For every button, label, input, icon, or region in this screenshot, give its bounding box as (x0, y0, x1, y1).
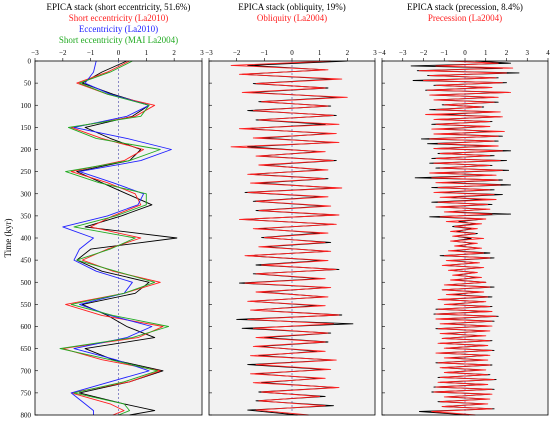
panel-3-x-tick-label: −2 (420, 49, 428, 57)
panel-1-title-line-3: Eccentricity (La2010) (79, 24, 158, 34)
panel-3-title-line-1: EPICA stack (precession, 8.4%) (407, 2, 523, 12)
panel-3-series-2-line (418, 60, 514, 416)
y-tick-label: 100 (21, 102, 32, 110)
panel-3-x-tick-label: 0 (463, 49, 467, 57)
y-tick-label: 450 (21, 257, 32, 265)
panel-2-series-2-line (230, 60, 348, 416)
panel-2-x-tick-label: 1 (318, 49, 322, 57)
panel-2-x-tick-label: −3 (205, 49, 213, 57)
panel-1-x-tick-label: 2 (172, 49, 176, 57)
y-tick-label: 750 (21, 389, 32, 397)
panel-2-title-line-1: EPICA stack (obliquity, 19%) (238, 2, 345, 12)
panel-2-x-tick-label: 0 (290, 49, 294, 57)
y-tick-label: 200 (21, 146, 32, 154)
panel-1-x-tick-label: −3 (31, 49, 39, 57)
panel-1-frame (34, 60, 203, 416)
panel-2-title-line-2: Obliquity (La2004) (257, 13, 327, 23)
panel-3-title-line-2: Precession (La2004) (428, 13, 502, 23)
panel-2-x-tick-label: −1 (261, 49, 269, 57)
panel-1-x-tick-label: 3 (200, 49, 204, 57)
panel-1-x-tick-label: 0 (117, 49, 121, 57)
panel-1-x-tick-label: −1 (87, 49, 95, 57)
y-tick-label: 600 (21, 323, 32, 331)
y-tick-label: 650 (21, 345, 32, 353)
y-tick-label: 50 (24, 80, 32, 88)
y-tick-label: 550 (21, 301, 32, 309)
panel-1-x-tick-label: 1 (145, 49, 149, 57)
panel-3-x-tick-label: 3 (526, 49, 530, 57)
panel-1-title-line-2: Short eccentricity (La2010) (69, 13, 168, 23)
panel-1-x-tick-label: −2 (59, 49, 67, 57)
y-tick-label: 700 (21, 367, 32, 375)
y-tick-label: 500 (21, 279, 32, 287)
panel-3-x-tick-label: −1 (441, 49, 449, 57)
y-axis-label: Time (kyr) (3, 219, 13, 258)
panel-1-series-1-line (76, 60, 178, 416)
panel-2-x-tick-label: −2 (233, 49, 241, 57)
panel-3-frame (381, 60, 549, 416)
panel-3-x-tick-label: 4 (546, 49, 550, 57)
panel-2-x-tick-label: 2 (346, 49, 350, 57)
panel-3-x-tick-label: −4 (378, 49, 386, 57)
y-tick-label: 250 (21, 168, 32, 176)
y-tick-label: 800 (21, 412, 32, 420)
panel-3-x-tick-label: −3 (399, 49, 407, 57)
panel-3-x-tick-label: 2 (505, 49, 509, 57)
panel-1-series-4-line (59, 60, 170, 416)
panel-3-x-tick-label: 1 (484, 49, 488, 57)
y-tick-label: 0 (28, 58, 32, 66)
panel-2-x-tick-label: 3 (373, 49, 377, 57)
y-tick-label: 150 (21, 124, 32, 132)
panel-1-title-line-4: Short eccentricity (MAI La2004) (59, 35, 178, 45)
panel-1-title-line-1: EPICA stack (short eccentricity, 51.6%) (47, 2, 191, 12)
y-tick-label: 350 (21, 212, 32, 220)
y-tick-label: 300 (21, 190, 32, 198)
y-tick-label: 400 (21, 235, 32, 243)
panel-2-frame (208, 60, 376, 416)
